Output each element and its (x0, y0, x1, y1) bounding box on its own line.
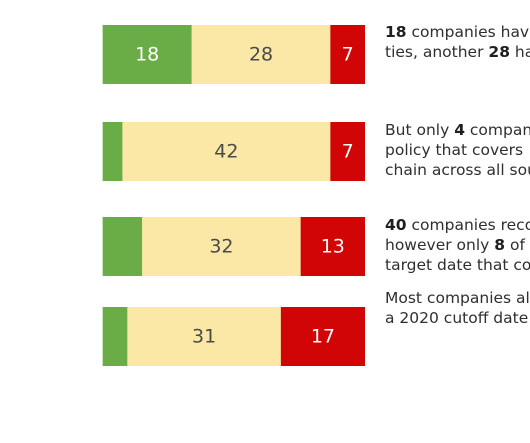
bar-value-label-red-row-4: 17 (311, 326, 335, 348)
annotation-text: companies have (406, 23, 530, 41)
annotation-line: a 2020 cutoff date (385, 308, 530, 328)
annotation-emphasis: 28 (488, 43, 510, 61)
annotation-text: of (505, 236, 525, 254)
annotation-text: Most companies al (385, 289, 530, 307)
bar-value-label-yellow-row-2: 42 (214, 141, 238, 163)
annotation-emphasis: 8 (494, 236, 506, 254)
bar-value-label-yellow-row-4: 31 (192, 326, 216, 348)
annotation-line: target date that co (385, 255, 530, 275)
bar-segment-red-row-4 (280, 307, 365, 366)
bar-value-label-yellow-row-3: 32 (209, 236, 233, 258)
bar-segment-green-row-2 (102, 122, 123, 181)
annotation-text: target date that co (385, 256, 530, 274)
bar-value-label-green-row-1: 18 (135, 44, 159, 66)
annotation-line: policy that covers (385, 140, 530, 160)
annotation-row-2: But only 4 compan policy that covers chai… (385, 120, 530, 180)
bar-segment-yellow-row-4 (127, 307, 281, 366)
annotation-line: But only 4 compan (385, 120, 530, 140)
annotation-line: 18 companies have (385, 22, 530, 42)
annotation-emphasis: 40 (385, 216, 407, 234)
bar-segment-red-row-2 (330, 122, 365, 181)
annotation-text: a 2020 cutoff date (385, 309, 529, 327)
bar-segment-yellow-row-1 (191, 25, 331, 84)
annotation-emphasis: 18 (385, 23, 407, 41)
annotation-emphasis: 4 (454, 121, 465, 139)
bar-segment-red-row-3 (300, 217, 365, 276)
bar-segment-green-row-3 (102, 217, 143, 276)
annotation-text: chain across all sou (385, 161, 530, 179)
bar-segment-green-row-4 (102, 307, 128, 366)
annotation-row-4: Most companies al a 2020 cutoff date (385, 288, 530, 328)
annotation-text: ties, another (385, 43, 489, 61)
bar-value-label-red-row-1: 7 (342, 44, 354, 66)
annotation-line: ties, another 28 ha (385, 42, 530, 62)
annotation-text: companies reco (406, 216, 530, 234)
annotation-text: But only (385, 121, 455, 139)
annotation-line: Most companies al (385, 288, 530, 308)
bar-segment-yellow-row-3 (142, 217, 301, 276)
annotation-line: chain across all sou (385, 160, 530, 180)
annotation-text: compan (464, 121, 530, 139)
annotation-text: however only (385, 236, 495, 254)
annotation-line: 40 companies reco (385, 215, 530, 235)
bar-value-label-red-row-3: 13 (321, 236, 345, 258)
annotation-text: ha (514, 43, 530, 61)
bar-segment-red-row-1 (330, 25, 365, 84)
annotation-line: however only 8 of (385, 235, 530, 255)
bar-value-label-yellow-row-1: 28 (249, 44, 273, 66)
bar-segment-green-row-1 (102, 25, 192, 84)
annotation-text: policy that covers (385, 141, 524, 159)
bar-segment-yellow-row-2 (122, 122, 331, 181)
bar-value-label-red-row-2: 7 (342, 141, 354, 163)
annotation-row-1: 18 companies have ties, another 28 ha (385, 22, 530, 62)
annotation-row-3: 40 companies reco however only 8 of target… (385, 215, 530, 275)
